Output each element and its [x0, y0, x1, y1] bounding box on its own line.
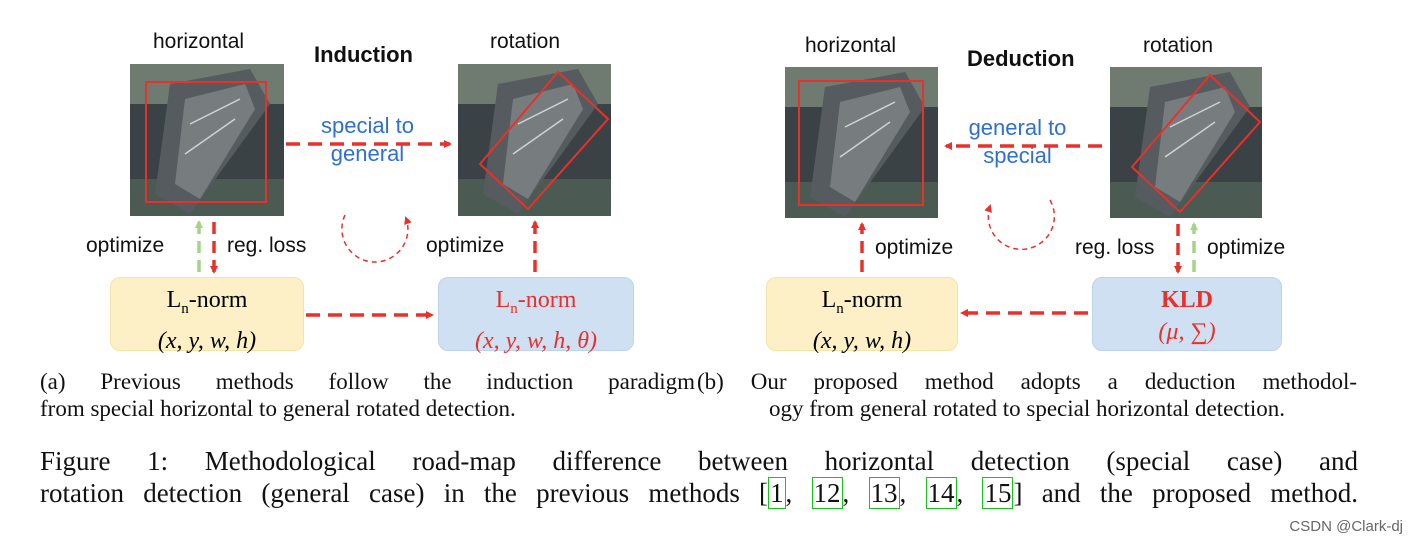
label-b-arrow-line2: special	[983, 143, 1052, 168]
label-a-reg-loss: reg. loss	[227, 234, 307, 257]
box-a-ln-sub: n	[181, 300, 189, 317]
label-a-arrow-line2: general	[330, 141, 405, 166]
title-induction: Induction	[314, 42, 413, 67]
box-a2-ln-rest: -norm	[517, 287, 577, 313]
ref-link-12[interactable]: 12	[811, 477, 843, 509]
box-a2-params: (x, y, w, h, θ)	[475, 327, 597, 354]
caption-a-line2: from special horizontal to general rotat…	[40, 396, 516, 421]
figure-caption-line1: Figure 1: Methodological road-map differ…	[40, 446, 1358, 476]
ref-link-13[interactable]: 13	[868, 477, 900, 509]
cycle-b-arrow	[984, 199, 1056, 251]
figure-caption-line2-prefix: rotation detection (general case) in the…	[40, 478, 769, 508]
title-deduction: Deduction	[967, 46, 1075, 71]
box-a-ln-main: L	[166, 287, 182, 313]
ref-link-1[interactable]: 1	[768, 477, 786, 509]
label-b-arrow-line1: general to	[968, 115, 1067, 140]
photo-b-horizontal	[785, 67, 938, 218]
caption-b: (b) Our proposed method adopts a deducti…	[697, 368, 1357, 422]
label-b-optimize-left: optimize	[875, 236, 954, 259]
label-b-reg-loss: reg. loss	[1075, 236, 1155, 259]
box-a2-ln-sub: n	[510, 300, 518, 317]
label-b-horizontal: horizontal	[805, 34, 897, 57]
label-a-horizontal: horizontal	[153, 30, 245, 53]
box-a-params: (x, y, w, h)	[157, 327, 257, 354]
label-a-special-to-general: special to general	[300, 112, 435, 168]
box-b-kld-params: (μ, ∑)	[1158, 319, 1216, 345]
box-a-ln-norm: Ln-norm (x, y, w, h)	[110, 277, 304, 354]
box-b-ln-rest: -norm	[843, 287, 903, 313]
figure-caption-line2: rotation detection (general case) in the…	[40, 477, 1359, 509]
box-b-kld: KLD (μ, ∑)	[1092, 277, 1282, 351]
box-b-ln-norm: Ln-norm (x, y, w, h)	[766, 277, 958, 354]
cycle-a-arrow	[341, 214, 412, 263]
ref-link-14[interactable]: 14	[925, 477, 957, 509]
photo-a-rotation	[458, 64, 611, 216]
box-b-ln-main: L	[821, 287, 837, 313]
box-a-ln-rest: -norm	[188, 287, 248, 313]
box-b-ln-sub: n	[836, 300, 844, 317]
caption-a: (a) Previous methods follow the inductio…	[40, 368, 695, 422]
label-a-rotation: rotation	[490, 30, 561, 53]
label-a-arrow-line1: special to	[321, 113, 414, 138]
photo-a-horizontal	[130, 64, 284, 216]
ref-link-15[interactable]: 15	[982, 477, 1014, 509]
watermark: CSDN @Clark-dj	[1289, 518, 1403, 535]
box-a2-ln-main: L	[495, 287, 511, 313]
box-b-params: (x, y, w, h)	[812, 327, 912, 354]
label-b-general-to-special: general to special	[950, 114, 1085, 170]
caption-b-line1: (b) Our proposed method adopts a deducti…	[697, 369, 1357, 394]
box-a-ln-norm-rotated: Ln-norm (x, y, w, h, θ)	[438, 277, 634, 354]
figure-caption: Figure 1: Methodological road-map differ…	[40, 445, 1358, 509]
label-b-rotation: rotation	[1143, 34, 1214, 57]
label-a-optimize-left: optimize	[86, 234, 165, 257]
figure-caption-line2-suffix: ] and the proposed method.	[1013, 478, 1359, 508]
label-b-optimize-right: optimize	[1207, 236, 1286, 259]
label-a-optimize-right: optimize	[426, 234, 505, 257]
photo-b-rotation	[1110, 67, 1262, 218]
box-b-kld-title: KLD	[1160, 287, 1213, 313]
caption-b-line2: ogy from general rotated to special hori…	[768, 396, 1286, 421]
caption-a-line1: (a) Previous methods follow the inductio…	[40, 369, 695, 394]
